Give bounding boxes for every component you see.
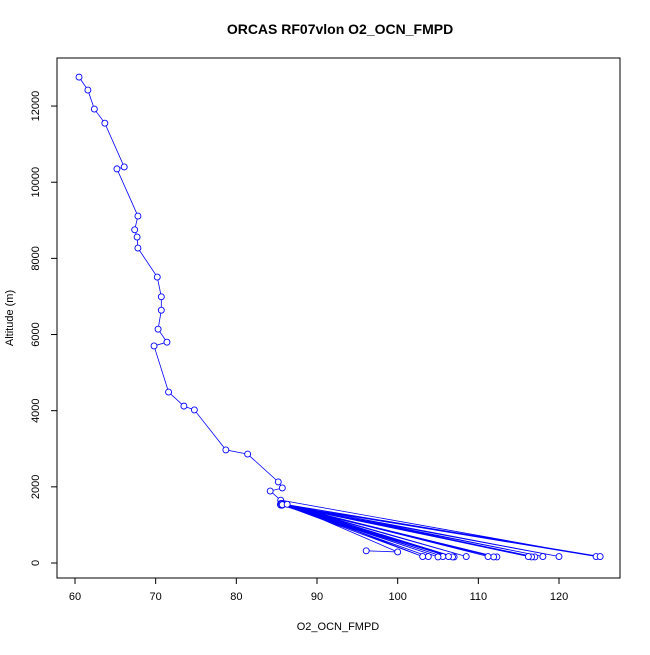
data-point	[180, 402, 188, 410]
data-point	[266, 487, 274, 495]
data-point	[113, 165, 121, 173]
data-point	[419, 553, 427, 560]
y-tick-label: 4000	[30, 398, 42, 422]
data-point	[134, 244, 142, 252]
x-tick-label: 70	[150, 591, 162, 603]
data-point	[153, 273, 161, 281]
y-tick-label: 8000	[30, 246, 42, 270]
x-axis-label: O2_OCN_FMPD	[297, 621, 380, 633]
data-point	[555, 553, 563, 560]
data-point	[394, 548, 402, 556]
data-point	[190, 406, 198, 414]
y-tick-label: 6000	[30, 322, 42, 346]
y-tick-label: 0	[30, 560, 42, 566]
data-point	[596, 553, 604, 560]
y-tick-label: 12000	[30, 91, 42, 122]
data-point	[484, 553, 492, 560]
chart-title: ORCAS RF07vlon O2_OCN_FMPD	[227, 21, 453, 37]
data-point	[154, 325, 162, 333]
x-tick-label: 90	[311, 591, 323, 603]
data-point	[274, 478, 282, 486]
data-point	[165, 388, 173, 396]
x-tick-label: 80	[230, 591, 242, 603]
data-point	[424, 553, 432, 560]
data-point	[362, 547, 370, 555]
data-point	[150, 342, 158, 350]
y-axis-label: Altitude (m)	[4, 290, 16, 346]
data-point	[75, 73, 83, 81]
data-point	[157, 306, 165, 314]
data-point	[244, 450, 252, 458]
data-point	[84, 86, 92, 94]
data-point	[490, 553, 498, 561]
data-point	[278, 484, 286, 492]
data-point	[131, 226, 139, 234]
x-tick-label: 60	[69, 591, 81, 603]
data-point	[133, 233, 141, 241]
data-point	[445, 553, 452, 560]
data-point	[434, 553, 442, 561]
data-point	[222, 446, 230, 454]
data-point	[101, 119, 109, 127]
y-tick-label: 2000	[30, 475, 42, 499]
plot-box	[56, 57, 621, 579]
data-point	[524, 553, 532, 560]
x-tick-label: 100	[388, 591, 406, 603]
data-point	[134, 212, 142, 220]
x-tick-label: 110	[470, 591, 488, 603]
data-point	[462, 553, 470, 560]
data-point	[120, 163, 128, 171]
x-tick-label: 120	[550, 591, 568, 603]
data-point	[157, 293, 165, 301]
data-point	[163, 338, 171, 346]
data-point	[283, 500, 291, 508]
data-point	[539, 553, 547, 560]
data-point	[90, 105, 98, 113]
y-tick-label: 10000	[30, 167, 42, 198]
